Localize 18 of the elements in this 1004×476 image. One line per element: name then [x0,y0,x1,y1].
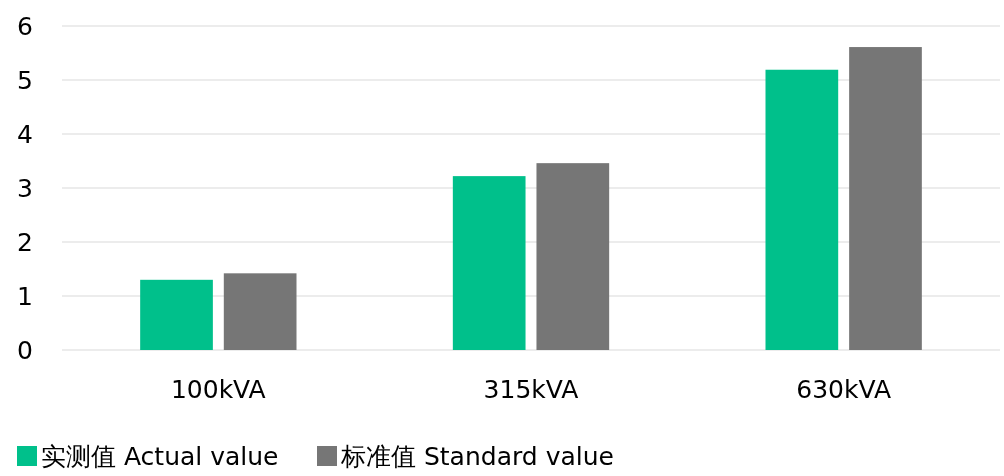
y-tick-label: 3 [17,173,33,203]
y-tick-label: 1 [17,281,33,311]
bar [536,163,610,350]
y-tick-label: 0 [17,335,33,365]
bar [223,273,297,350]
bar [849,47,922,350]
bar [765,69,839,350]
legend-label: 实测值 Actual value [41,441,279,471]
y-tick-label: 2 [17,227,33,257]
x-tick-label: 630kVA [796,375,892,404]
bar [140,279,213,350]
legend-label: 标准值 Standard value [340,441,614,471]
x-tick-label: 100kVA [170,375,266,404]
x-tick-label: 315kVA [483,375,579,404]
y-tick-label: 6 [17,11,33,41]
y-tick-label: 4 [17,119,33,149]
bar [452,176,526,350]
y-tick-label: 5 [17,65,33,95]
